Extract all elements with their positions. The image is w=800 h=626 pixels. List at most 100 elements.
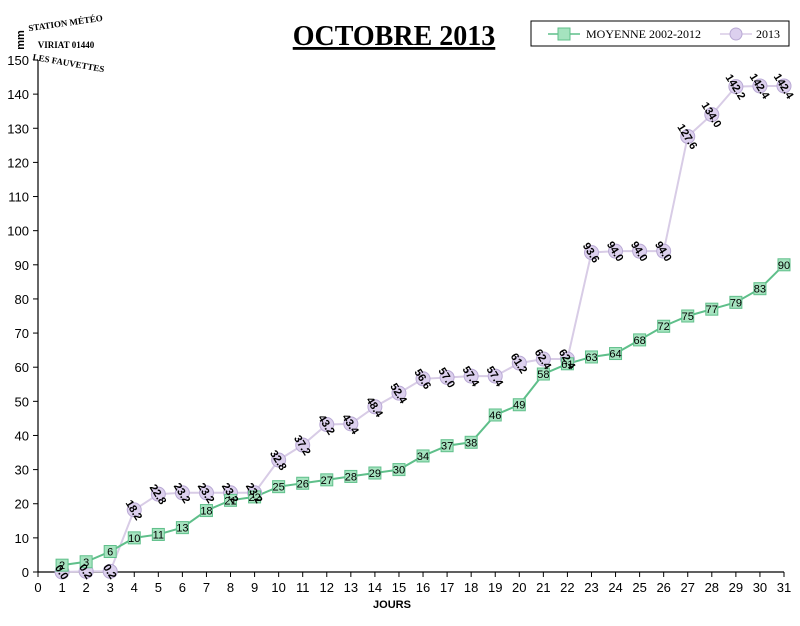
y-tick-label: 60 [15, 360, 29, 375]
series-2013-point [632, 243, 648, 259]
legend: MOYENNE 2002-2012 2013 [530, 20, 790, 47]
series-2013-point [367, 399, 383, 415]
series-2013-point [319, 417, 335, 433]
series-avg-value-label: 27 [321, 475, 333, 487]
series-avg-value-label: 72 [658, 321, 670, 333]
y-tick-label: 50 [15, 394, 29, 409]
series-avg-value-label: 68 [633, 335, 645, 347]
series-avg-point [368, 466, 382, 480]
series-avg-point [224, 493, 238, 507]
series-2013-point [463, 368, 479, 384]
series-avg-value-label: 64 [609, 349, 621, 361]
series-avg-point [416, 449, 430, 463]
series-avg-value-label: 34 [417, 451, 429, 463]
series-2013-point [583, 245, 599, 261]
series-avg-value-label: 10 [128, 533, 140, 545]
series-avg-value-label: 21 [224, 495, 236, 507]
logo-line-3: LES FAUVETTES [32, 52, 105, 74]
series-2013-point [126, 502, 142, 518]
series-2013-point [680, 128, 696, 144]
series-avg-point [55, 558, 69, 572]
series-2013-value-label: 127.6 [675, 122, 700, 152]
series-avg-value-label: 6 [107, 547, 113, 559]
x-tick-label: 1 [58, 580, 65, 595]
series-avg-point [127, 531, 141, 545]
series-avg-point [199, 504, 213, 518]
series-2013-line [62, 84, 784, 573]
y-tick-label: 150 [7, 53, 29, 68]
series-2013-point [511, 355, 527, 371]
chart-title: OCTOBRE 2013 [293, 21, 496, 52]
series-2013-point [271, 452, 287, 468]
series-avg-point [440, 439, 454, 453]
x-tick-label: 9 [251, 580, 258, 595]
series-avg-point [248, 490, 262, 504]
series-2013-point [198, 485, 214, 501]
series-2013-point [608, 243, 624, 259]
series-avg-point [633, 333, 647, 347]
series-2013-value-label: 52.4 [387, 381, 409, 406]
series-2013-value-label: 37.2 [291, 433, 313, 458]
series-2013-value-label: 93.6 [580, 241, 602, 266]
series-avg-value-label: 3 [83, 557, 89, 569]
x-tick-label: 21 [536, 580, 550, 595]
series-avg-point [175, 521, 189, 535]
x-tick-label: 24 [608, 580, 622, 595]
series-avg-line [61, 264, 785, 567]
series-2013-point [391, 385, 407, 401]
series-avg-point [584, 350, 598, 364]
series-2013-point [752, 78, 768, 94]
series-layer: 2 3 6 10 11 13 18 21 22 25 26 27 28 29 30 34 37 38 46 49 58 6… [52, 72, 796, 583]
series-avg-point [560, 357, 574, 371]
series-avg-point [609, 347, 623, 361]
series-avg-value-label: 25 [273, 482, 285, 494]
series-2013-point [415, 371, 431, 387]
series-avg-point [753, 282, 767, 296]
y-tick-label: 20 [15, 497, 29, 512]
series-avg-value-label: 22 [248, 492, 260, 504]
x-tick-label: 18 [464, 580, 478, 595]
series-avg-point [657, 319, 671, 333]
series-2013-point [439, 369, 455, 385]
series-2013-value-label: 48.4 [363, 395, 385, 420]
logo-line-2: VIRIAT 01440 [38, 40, 95, 50]
y-axis-unit: mm [15, 30, 27, 50]
series-2013-point [102, 563, 118, 579]
series-2013-point [776, 78, 792, 94]
series-2013-point [343, 416, 359, 432]
series-avg-point [392, 463, 406, 477]
series-avg-point [464, 435, 478, 449]
x-tick-label: 22 [560, 580, 574, 595]
series-avg-point [512, 398, 526, 412]
series-2013-point [174, 485, 190, 501]
x-tick-label: 5 [155, 580, 162, 595]
series-2013-value-label: 56.6 [411, 367, 433, 392]
series-avg-point [103, 545, 117, 559]
series-avg-point [777, 258, 791, 272]
x-tick-label: 13 [344, 580, 358, 595]
x-tick-label: 15 [392, 580, 406, 595]
y-tick-label: 140 [7, 87, 29, 102]
series-avg-point [151, 527, 165, 541]
series-avg-point [320, 473, 334, 487]
series-avg-point [344, 469, 358, 483]
x-tick-label: 8 [227, 580, 234, 595]
y-tick-label: 10 [15, 531, 29, 546]
x-tick-label: 6 [179, 580, 186, 595]
y-tick-label: 30 [15, 463, 29, 478]
x-tick-label: 16 [416, 580, 430, 595]
y-tick-label: 110 [8, 190, 29, 205]
series-avg-value-label: 26 [297, 478, 309, 490]
x-tick-label: 7 [203, 580, 210, 595]
series-avg-value-label: 2 [59, 560, 65, 572]
x-tick-label: 17 [440, 580, 454, 595]
series-2013-point [295, 437, 311, 453]
series-2013-value-label: 0.2 [100, 562, 118, 581]
x-tick-label: 0 [34, 580, 41, 595]
x-tick-label: 29 [729, 580, 743, 595]
series-avg-value-label: 13 [176, 523, 188, 535]
series-avg-point [536, 367, 550, 381]
x-tick-label: 14 [368, 580, 382, 595]
x-tick-label: 28 [705, 580, 719, 595]
x-tick-label: 25 [632, 580, 646, 595]
